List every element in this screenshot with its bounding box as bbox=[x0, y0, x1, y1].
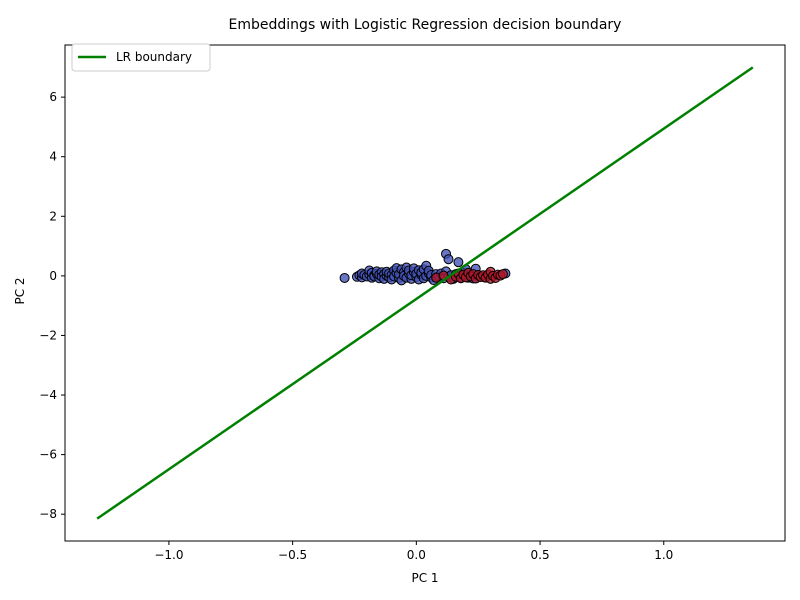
y-tick-label: 6 bbox=[49, 90, 57, 104]
x-tick-label: −0.5 bbox=[278, 548, 307, 562]
x-tick-label: 0.5 bbox=[531, 548, 550, 562]
x-tick-label: 1.0 bbox=[654, 548, 673, 562]
chart-title: Embeddings with Logistic Regression deci… bbox=[229, 17, 622, 33]
data-point-class-a bbox=[443, 254, 454, 265]
x-tick-label: −1.0 bbox=[154, 548, 183, 562]
y-tick-label: 0 bbox=[49, 269, 57, 283]
x-tick-label: 0.0 bbox=[407, 548, 426, 562]
y-axis: −8 −6 −4 −2 0 2 4 6 bbox=[39, 90, 65, 521]
y-tick-label: −6 bbox=[39, 448, 57, 462]
data-point-class-a bbox=[453, 257, 464, 268]
data-point-class-a bbox=[339, 272, 350, 283]
y-tick-label: −4 bbox=[39, 388, 57, 402]
y-tick-label: −8 bbox=[39, 507, 57, 521]
decision-boundary-line bbox=[96, 66, 754, 520]
plot-frame bbox=[64, 44, 786, 542]
points-layer bbox=[339, 248, 511, 286]
y-tick-label: 4 bbox=[49, 150, 57, 164]
y-axis-title: PC 2 bbox=[13, 277, 27, 304]
x-axis-title: PC 1 bbox=[411, 571, 438, 585]
x-axis: −1.0 −0.5 0.0 0.5 1.0 bbox=[154, 541, 673, 562]
legend-box bbox=[71, 43, 211, 72]
y-tick-label: −2 bbox=[39, 328, 57, 342]
legend: LR boundary bbox=[71, 43, 211, 72]
data-point-class-b bbox=[497, 269, 508, 280]
legend-label: LR boundary bbox=[116, 50, 192, 64]
y-tick-label: 2 bbox=[49, 209, 57, 223]
